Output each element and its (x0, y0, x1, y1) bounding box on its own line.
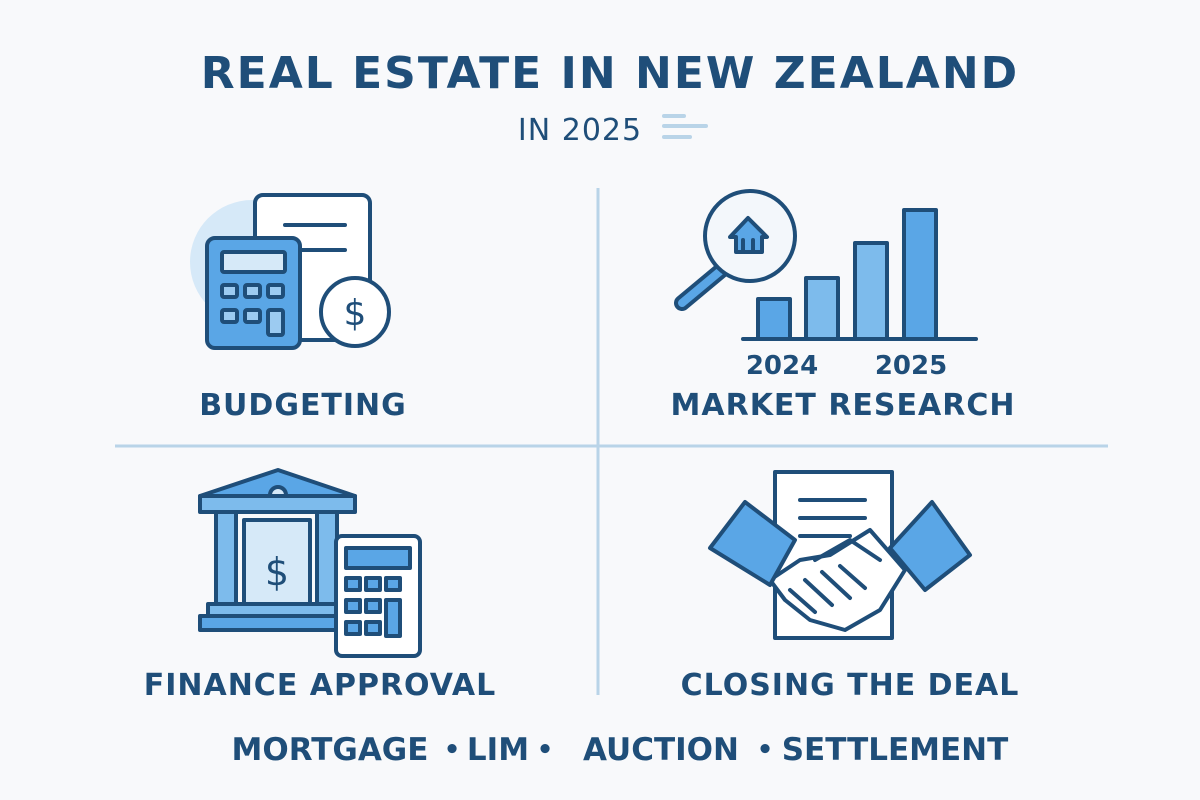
lines-decoration-icon (662, 114, 708, 139)
calculator-document-dollar-icon: $ (190, 193, 391, 350)
separator: • (444, 735, 461, 765)
term-mortgage: MORTGAGE (232, 732, 429, 768)
separator: • (537, 735, 554, 765)
section-label-market-research: MARKET RESEARCH (671, 388, 1016, 423)
chart-label-2025: 2025 (875, 351, 947, 381)
chart-bar (756, 297, 792, 341)
section-label-budgeting: BUDGETING (199, 388, 407, 423)
handshake-document-icon (708, 470, 972, 640)
chart-bar (902, 208, 938, 341)
page-subtitle: IN 2025 (518, 113, 642, 148)
separator: • (757, 735, 774, 765)
chart-label-2024: 2024 (746, 351, 818, 381)
term-auction: AUCTION (583, 732, 739, 768)
chart-bar (804, 276, 840, 341)
term-settlement: SETTLEMENT (782, 732, 1009, 768)
section-label-finance-approval: FINANCE APPROVAL (144, 668, 497, 703)
term-lim: LIM (467, 732, 529, 768)
footer-terms: MORTGAGE • LIM • AUCTION • SETTLEMENT (232, 732, 1009, 768)
bank-calculator-icon: $ (198, 468, 422, 658)
page-title: REAL ESTATE IN NEW ZEALAND (201, 48, 1019, 99)
svg-text:$: $ (265, 550, 289, 594)
magnifier-house-bar-chart-icon (674, 189, 978, 341)
chart-bar (853, 241, 889, 341)
svg-text:$: $ (344, 293, 367, 334)
section-label-closing-the-deal: CLOSING THE DEAL (681, 668, 1020, 703)
